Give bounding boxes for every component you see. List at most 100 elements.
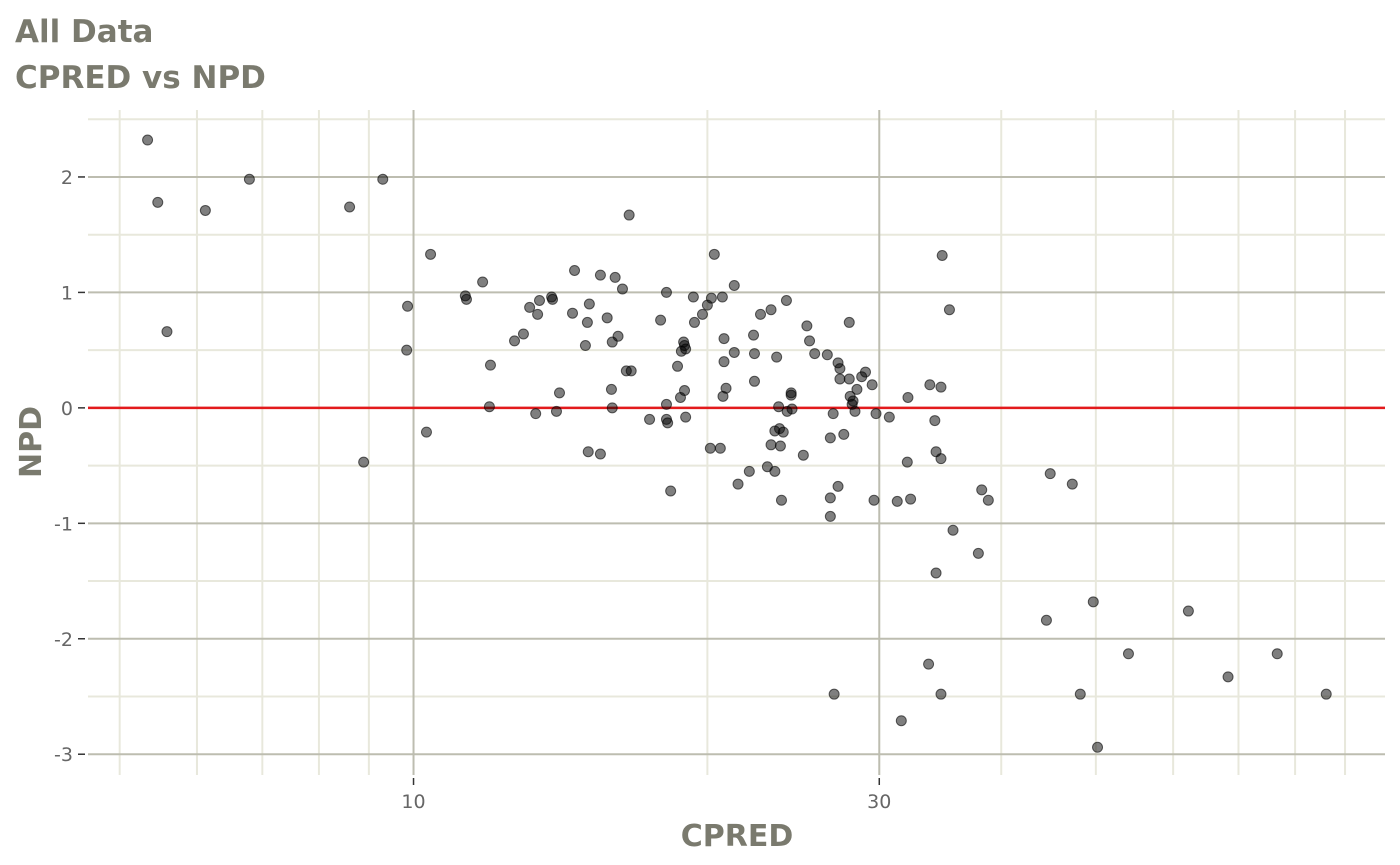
data-point (851, 383, 863, 395)
data-point (774, 440, 786, 452)
data-point (930, 567, 942, 579)
data-point (771, 351, 783, 363)
data-point (935, 381, 947, 393)
data-point (838, 428, 850, 440)
data-point (902, 391, 914, 403)
data-point (616, 283, 628, 295)
data-point (606, 402, 618, 414)
data-point (484, 359, 496, 371)
data-point (828, 688, 840, 700)
data-point (344, 201, 356, 213)
data-point (859, 366, 871, 378)
data-point (1271, 648, 1283, 660)
x-axis-title: CPRED (681, 819, 794, 854)
data-point (824, 510, 836, 522)
y-tick-label: -3 (54, 744, 73, 766)
data-point (777, 426, 789, 438)
data-point (748, 329, 760, 341)
data-point (696, 308, 708, 320)
data-point (901, 456, 913, 468)
data-point (601, 312, 613, 324)
chart-title: All Data (15, 14, 154, 50)
data-point (728, 346, 740, 358)
y-tick-label: 0 (61, 398, 73, 420)
data-point (460, 293, 472, 305)
data-point (804, 335, 816, 347)
grid (88, 110, 1385, 775)
data-point (801, 320, 813, 332)
data-point (732, 478, 744, 490)
data-point (582, 446, 594, 458)
points (142, 134, 1332, 753)
data-point (401, 344, 413, 356)
data-point (1066, 478, 1078, 490)
data-point (644, 413, 656, 425)
data-point (623, 209, 635, 221)
data-point (775, 494, 787, 506)
data-point (679, 385, 691, 397)
data-point (1040, 614, 1052, 626)
chart-subtitle: CPRED vs NPD (15, 60, 266, 96)
x-tick-label: 30 (867, 791, 891, 813)
data-point (786, 403, 798, 415)
data-point (720, 382, 732, 394)
data-point (152, 196, 164, 208)
data-point (821, 349, 833, 361)
data-point (824, 432, 836, 444)
data-point (923, 658, 935, 670)
data-point (1320, 688, 1332, 700)
data-point (716, 291, 728, 303)
data-point (665, 485, 677, 497)
data-point (824, 492, 836, 504)
axes: -3 -2 -1 0 1 2 10 30 (54, 167, 891, 813)
data-point (612, 330, 624, 342)
data-point (655, 314, 667, 326)
y-tick-label: 1 (61, 282, 73, 304)
data-point (773, 401, 785, 413)
data-point (199, 204, 211, 216)
data-point (477, 276, 489, 288)
data-point (870, 408, 882, 420)
data-point (688, 316, 700, 328)
data-point (755, 308, 767, 320)
data-point (843, 316, 855, 328)
data-point (550, 405, 562, 417)
data-point (728, 279, 740, 291)
data-point (976, 484, 988, 496)
data-point (708, 248, 720, 260)
data-point (769, 465, 781, 477)
data-point (517, 328, 529, 340)
data-point (605, 383, 617, 395)
data-point (161, 326, 173, 338)
data-point (1044, 468, 1056, 480)
data-point (1074, 688, 1086, 700)
data-point (924, 379, 936, 391)
data-point (420, 426, 432, 438)
data-point (402, 300, 414, 312)
data-point (672, 360, 684, 372)
data-point (748, 375, 760, 387)
data-point (687, 291, 699, 303)
data-point (827, 408, 839, 420)
data-point (680, 343, 692, 355)
data-point (569, 264, 581, 276)
data-point (743, 465, 755, 477)
data-point (847, 395, 859, 407)
data-point (662, 417, 674, 429)
data-point (377, 173, 389, 185)
data-point (567, 307, 579, 319)
data-point (718, 356, 730, 368)
data-point (532, 308, 544, 320)
data-point (748, 348, 760, 360)
data-point (972, 547, 984, 559)
y-tick-label: -1 (54, 513, 73, 535)
data-point (660, 398, 672, 410)
data-point (943, 304, 955, 316)
data-point (780, 294, 792, 306)
data-point (834, 363, 846, 375)
data-point (1087, 596, 1099, 608)
data-point (883, 411, 895, 423)
data-point (583, 298, 595, 310)
data-point (594, 448, 606, 460)
